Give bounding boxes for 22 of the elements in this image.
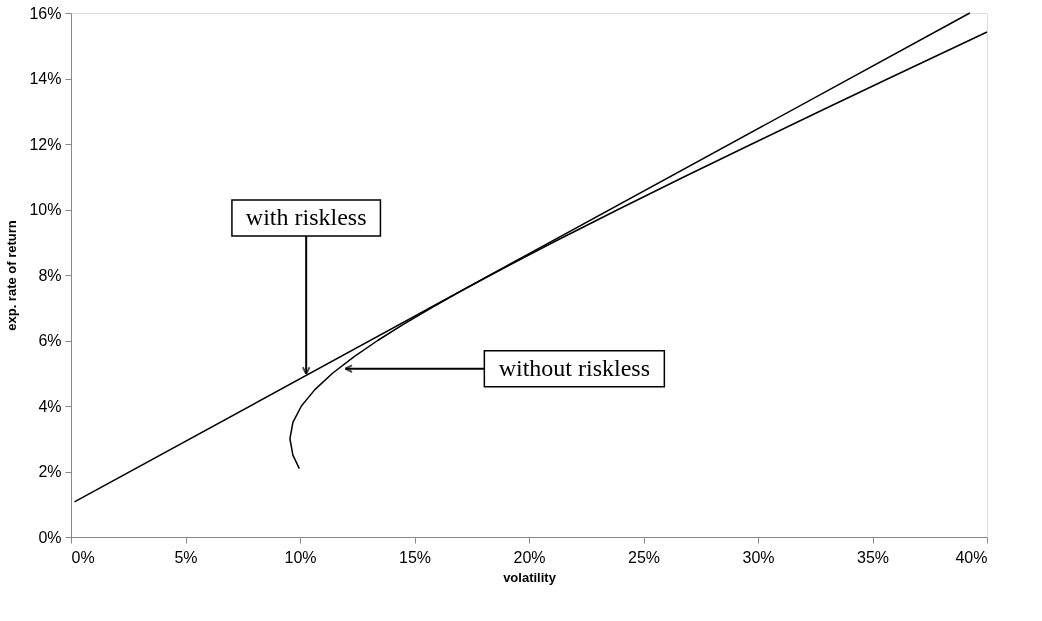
y-tick-label: 8%: [38, 266, 62, 284]
x-tick-label: 5%: [174, 548, 198, 566]
y-tick-label: 2%: [38, 463, 62, 480]
x-tick-label: 15%: [398, 548, 432, 566]
x-tick-label: 25%: [627, 548, 661, 566]
x-tick-label: 0%: [71, 548, 95, 566]
y-tick-label: 6%: [38, 332, 62, 349]
y-tick-label: 16%: [29, 4, 62, 22]
x-tick-label: 35%: [856, 548, 890, 566]
annotation: without riskless: [498, 354, 651, 381]
y-tick-label: 4%: [38, 397, 62, 415]
y-tick-label: 14%: [29, 70, 62, 87]
y-tick-label: 12%: [29, 135, 62, 153]
x-tick-label: 40%: [955, 548, 988, 566]
x-tick-label: 10%: [284, 548, 317, 566]
x-axis-title: volatility: [503, 569, 557, 585]
annotation: with riskless: [245, 203, 367, 230]
y-tick-label: 10%: [29, 201, 62, 218]
x-tick-label: 20%: [513, 548, 546, 566]
y-axis-title: exp. rate of return: [4, 220, 20, 331]
y-tick-label: 0%: [38, 528, 62, 546]
x-tick-label: 30%: [742, 548, 775, 566]
